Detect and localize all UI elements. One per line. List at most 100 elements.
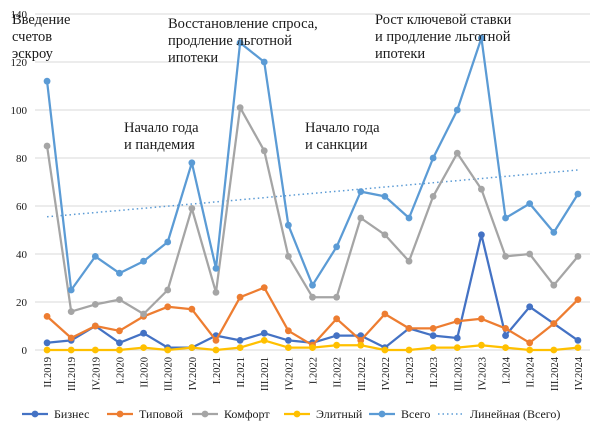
data-point [405,214,413,222]
data-point [236,104,244,111]
data-point [116,346,123,354]
annotation-text: Рост ключевой ставки [375,12,512,28]
x-tick-label: II.2021 [236,357,247,388]
data-point [381,310,389,318]
data-point [526,250,534,258]
data-point [574,344,582,351]
series-line [45,36,579,292]
data-point [260,284,268,291]
data-point [91,253,99,260]
data-point [357,188,365,196]
legend-marker [378,410,386,418]
data-point [478,341,485,349]
data-point [502,344,509,351]
x-tick-label: IV.2019 [91,357,102,390]
data-point [526,339,534,347]
legend-marker [116,410,124,418]
legend-item: Элитный [284,407,363,421]
x-tick-label: IV.2020 [188,357,199,390]
data-point [574,337,582,344]
y-tick-label: 140 [11,9,28,21]
data-point [502,253,509,260]
data-point [309,344,316,351]
data-point [140,344,147,351]
series-0 [43,231,582,351]
data-point [502,214,509,222]
data-point [43,142,51,150]
legend-marker [293,410,301,418]
data-point [453,106,461,114]
y-tick-label: 100 [11,105,28,117]
data-point [357,214,365,222]
annotation-text: и санкции [305,137,368,153]
data-point [260,147,268,155]
data-point [526,346,534,354]
legend-item: Типовой [107,407,183,421]
data-point [429,154,437,162]
data-point [429,193,437,200]
data-point [381,193,389,200]
data-point [357,337,365,344]
legend-marker [201,410,209,418]
data-point [43,77,51,85]
annotation-text: Восстановление спроса, [168,16,318,32]
x-tick-label: III.2022 [357,357,368,391]
data-point [502,332,509,339]
data-point [284,337,292,344]
data-point [284,327,292,335]
legend-item: Комфорт [192,407,270,421]
data-point [550,229,558,236]
data-point [236,337,244,344]
data-point [236,293,244,301]
data-point [333,293,341,301]
data-point [574,190,582,198]
annotation-text: продление льготной [168,33,292,49]
data-point [405,346,413,354]
legend-item: Бизнес [22,407,89,421]
x-tick-label: I.2021 [212,357,223,384]
data-point [260,329,268,337]
data-point [188,205,196,212]
x-tick-label: II.2019 [43,357,54,388]
data-point [478,315,485,323]
x-tick-label: I.2023 [405,357,416,384]
data-point [381,346,389,354]
data-point [140,310,147,318]
legend-item: Линейная (Всего) [438,407,560,421]
annotation-text: счетов [12,29,52,45]
legend-marker [31,410,39,418]
legend-label: Комфорт [224,407,270,421]
annotation-text: ипотеки [168,50,218,66]
data-point [405,325,413,332]
data-point [116,296,123,303]
x-tick-label: III.2024 [550,356,561,391]
data-point [67,346,75,354]
x-tick-label: I.2024 [502,356,513,384]
annotation-text: эскроу [12,46,54,62]
x-tick-label: I.2020 [115,357,126,384]
x-tick-label: III.2020 [164,357,175,391]
data-point [164,238,172,246]
data-point [550,281,558,289]
y-tick-label: 20 [16,297,28,309]
legend-item: Всего [369,407,430,421]
x-tick-label: II.2023 [429,357,440,388]
y-tick-label: 120 [11,57,28,69]
data-point [333,341,341,349]
x-tick-label: II.2020 [140,357,151,388]
data-point [236,344,244,351]
x-tick-label: III.2019 [67,357,78,391]
x-tick-label: II.2022 [333,357,344,388]
data-point [43,339,51,347]
y-tick-label: 80 [16,153,28,165]
data-point [453,334,461,342]
y-tick-label: 60 [16,201,28,213]
data-point [309,281,316,289]
data-point [164,346,172,354]
data-point [236,39,244,47]
data-point [333,243,341,251]
data-point [526,200,534,208]
annotation-text: Введение [12,12,70,28]
